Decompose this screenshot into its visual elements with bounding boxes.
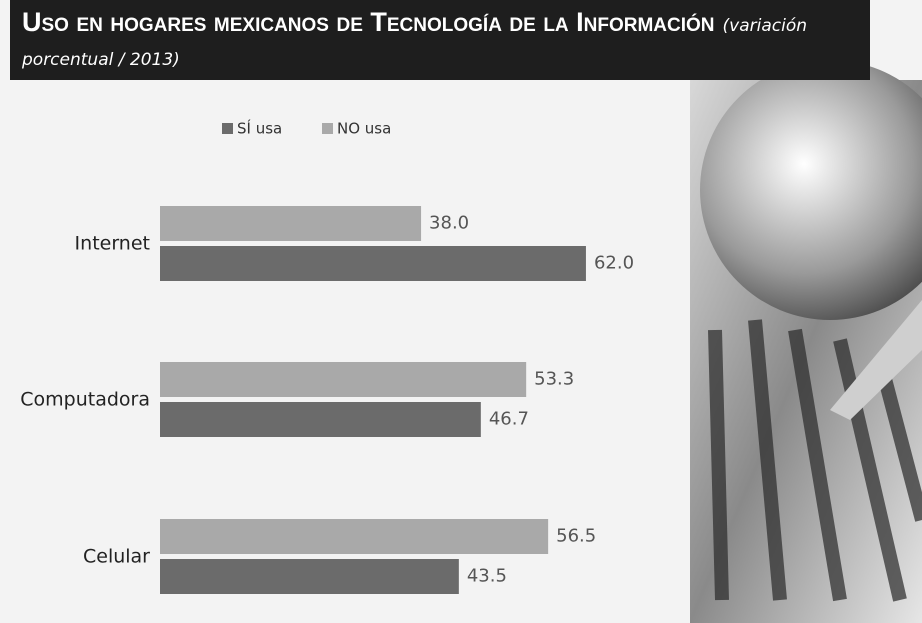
legend-swatch	[322, 123, 333, 134]
category-label: Celular	[83, 546, 150, 568]
photo	[690, 60, 922, 623]
data-label: 43.5	[467, 566, 507, 587]
bar	[160, 559, 459, 594]
data-label: 62.0	[594, 253, 634, 274]
bar	[160, 246, 586, 281]
chart-title: Uso en hogares mexicanos de Tecnología d…	[22, 7, 715, 37]
data-label: 56.5	[556, 526, 596, 547]
header: Uso en hogares mexicanos de Tecnología d…	[10, 0, 870, 80]
bar	[160, 362, 526, 397]
data-label: 38.0	[429, 213, 469, 234]
bar	[160, 402, 481, 437]
bar	[160, 519, 548, 554]
legend-swatch	[222, 123, 233, 134]
legend-label: SÍ usa	[237, 119, 282, 138]
data-label: 53.3	[534, 369, 574, 390]
legend-label: NO usa	[337, 120, 391, 138]
data-label: 46.7	[489, 409, 529, 430]
chart: SÍ usa NO usa Internet 62.0 38.0 Computadora 4…	[0, 0, 922, 623]
category-label: Computadora	[20, 389, 150, 411]
page: SÍ usa NO usa Internet 62.0 38.0 Computadora 4…	[0, 0, 922, 623]
category-label: Internet	[75, 233, 150, 255]
bar	[160, 206, 421, 241]
